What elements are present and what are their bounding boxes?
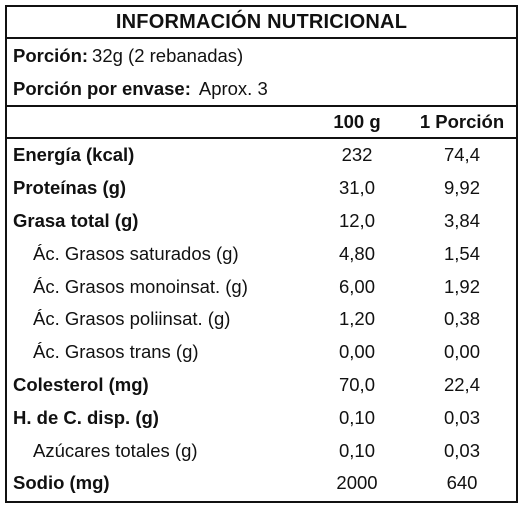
value-per-portion: 0,00	[443, 341, 480, 363]
portions-per-container-label: Porción por envase:	[13, 77, 191, 99]
value-per-100g: 1,20	[338, 308, 375, 330]
nutrient-row-polyunsaturated-fat: Ác. Grasos poliinsat. (g) 1,20 0,38	[7, 303, 516, 336]
value-per-portion: 1,92	[443, 275, 480, 297]
nutrient-row-trans-fat: Ác. Grasos trans (g) 0,00 0,00	[7, 336, 516, 369]
value-per-100g: 0,10	[338, 406, 375, 428]
column-header-per-portion: 1 Porción	[419, 111, 505, 132]
nutrient-row-available-carbohydrates: H. de C. disp. (g) 0,10 0,03	[7, 401, 516, 434]
nutrient-label: Proteínas (g)	[13, 177, 127, 199]
nutrient-row-energy: Energía (kcal) 232 74,4	[7, 139, 516, 172]
value-per-portion: 0,38	[443, 308, 480, 330]
value-per-portion: 640	[446, 472, 478, 494]
nutrient-row-total-sugars: Azúcares totales (g) 0,10 0,03	[7, 434, 516, 467]
nutrient-label: Colesterol (mg)	[13, 373, 149, 395]
value-per-portion: 9,92	[443, 177, 480, 199]
nutrient-label: Ác. Grasos monoinsat. (g)	[33, 275, 248, 297]
value-per-100g: 6,00	[338, 275, 375, 297]
portion-line: Porción: 32g (2 rebanadas)	[7, 39, 516, 72]
serving-info: Porción: 32g (2 rebanadas) Porción por e…	[7, 39, 516, 107]
portions-per-container-value: Aprox. 3	[198, 77, 268, 99]
value-per-100g: 2000	[336, 472, 378, 494]
nutrient-label: Azúcares totales (g)	[33, 439, 198, 461]
table-title: INFORMACIÓN NUTRICIONAL	[7, 7, 516, 39]
value-per-100g: 232	[341, 144, 373, 166]
nutrient-label: Ác. Grasos poliinsat. (g)	[33, 308, 231, 330]
column-header-row: 100 g 1 Porción	[7, 107, 516, 139]
nutrient-label: Grasa total (g)	[13, 209, 139, 231]
portion-label: Porción:	[13, 44, 89, 66]
value-per-portion: 0,03	[443, 439, 480, 461]
value-per-100g: 0,00	[338, 341, 375, 363]
nutrient-row-protein: Proteínas (g) 31,0 9,92	[7, 172, 516, 205]
nutrient-label: Ác. Grasos saturados (g)	[33, 242, 239, 264]
value-per-portion: 1,54	[443, 242, 480, 264]
nutrient-row-sodium: Sodio (mg) 2000 640	[7, 467, 516, 500]
portion-value: 32g (2 rebanadas)	[92, 44, 244, 66]
nutrient-row-total-fat: Grasa total (g) 12,0 3,84	[7, 205, 516, 238]
nutrient-label: Sodio (mg)	[13, 472, 110, 494]
value-per-portion: 3,84	[443, 209, 480, 231]
nutrient-label: H. de C. disp. (g)	[13, 406, 159, 428]
value-per-100g: 0,10	[338, 439, 375, 461]
nutrition-facts-table: INFORMACIÓN NUTRICIONAL Porción: 32g (2 …	[5, 5, 518, 503]
nutrient-label: Energía (kcal)	[13, 144, 135, 166]
value-per-100g: 31,0	[338, 177, 375, 199]
value-per-100g: 4,80	[338, 242, 375, 264]
nutrient-label: Ác. Grasos trans (g)	[33, 341, 199, 363]
value-per-portion: 0,03	[443, 406, 480, 428]
value-per-100g: 70,0	[338, 373, 375, 395]
portions-per-container-line: Porción por envase: Aprox. 3	[7, 72, 516, 105]
nutrient-row-saturated-fat: Ác. Grasos saturados (g) 4,80 1,54	[7, 237, 516, 270]
value-per-100g: 12,0	[338, 209, 375, 231]
value-per-portion: 74,4	[443, 144, 480, 166]
column-header-per-100g: 100 g	[333, 111, 381, 132]
nutrient-row-cholesterol: Colesterol (mg) 70,0 22,4	[7, 369, 516, 402]
value-per-portion: 22,4	[443, 373, 480, 395]
nutrient-row-monounsaturated-fat: Ác. Grasos monoinsat. (g) 6,00 1,92	[7, 270, 516, 303]
